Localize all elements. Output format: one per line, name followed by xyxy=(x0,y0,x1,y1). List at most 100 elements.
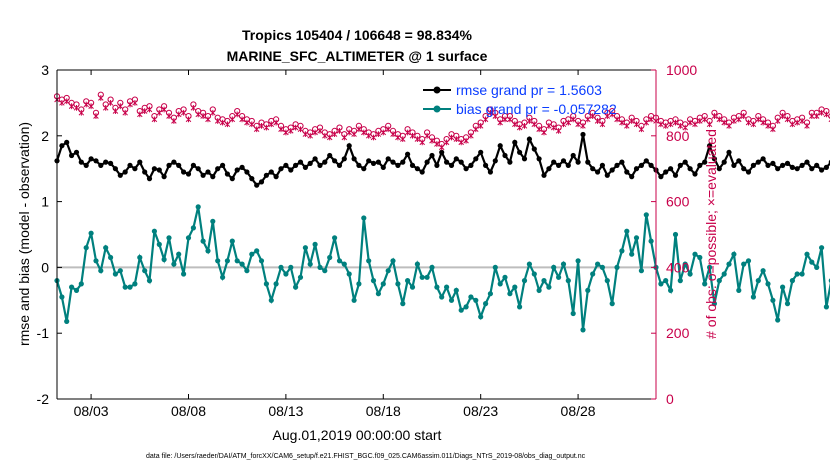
obs-evaluated-point xyxy=(409,132,416,139)
rmse-point xyxy=(210,174,216,180)
rmse-point xyxy=(444,159,450,165)
bias-point xyxy=(156,241,162,247)
rmse-point xyxy=(176,162,182,168)
obs-evaluated-point xyxy=(818,109,825,116)
bias-point xyxy=(336,258,343,264)
x-tick-label: 08/08 xyxy=(171,403,206,419)
bias-point xyxy=(458,307,464,313)
bias-point xyxy=(521,278,528,284)
rmse-point xyxy=(716,166,722,172)
bias-point xyxy=(629,251,635,257)
bias-point xyxy=(760,268,766,274)
rmse-point xyxy=(190,162,196,168)
bias-point xyxy=(565,278,571,284)
obs-evaluated-point xyxy=(638,126,645,133)
bias-point xyxy=(770,297,776,303)
bias-point xyxy=(205,248,211,254)
bias-point xyxy=(200,238,206,244)
bias-point xyxy=(302,245,308,251)
obs-evaluated-point xyxy=(283,129,289,136)
rmse-point xyxy=(224,171,230,177)
bias-point xyxy=(570,310,576,317)
rmse-point xyxy=(521,156,528,162)
legend-label-rmse: rmse grand pr = 1.5603 xyxy=(456,82,602,98)
obs-evaluated-point xyxy=(736,116,742,123)
rmse-point xyxy=(307,160,313,166)
obs-evaluated-point xyxy=(93,113,99,119)
obs-evaluated-point xyxy=(331,131,338,138)
obs-evaluated-point xyxy=(770,126,776,133)
bias-point xyxy=(648,238,654,244)
bias-point xyxy=(356,281,362,287)
obs-evaluated-point xyxy=(667,121,674,128)
y-right-tick-label: 600 xyxy=(666,194,690,210)
rmse-point xyxy=(809,166,815,172)
data-layer xyxy=(53,91,830,333)
rmse-point xyxy=(268,169,274,175)
rmse-point xyxy=(819,167,825,173)
rmse-point xyxy=(531,146,537,152)
x-tick-label: 08/03 xyxy=(74,403,109,419)
bias-point xyxy=(254,248,260,254)
bias-point xyxy=(171,261,177,267)
bias-point xyxy=(127,284,133,290)
bias-point xyxy=(614,264,620,270)
bias-point xyxy=(473,297,479,303)
x-tick-label: 08/13 xyxy=(268,403,303,419)
bias-point xyxy=(322,268,328,274)
bias-point xyxy=(468,294,474,300)
obs-evaluated-point xyxy=(643,119,650,126)
rmse-point xyxy=(185,171,192,177)
bias-point xyxy=(716,278,722,284)
obs-evaluated-point xyxy=(536,126,542,133)
rmse-point xyxy=(731,162,737,168)
bias-point xyxy=(638,268,645,274)
obs-evaluated-point xyxy=(341,134,348,141)
bias-point xyxy=(151,228,157,234)
bias-point xyxy=(351,297,357,303)
rmse-point xyxy=(687,166,693,172)
bias-point xyxy=(249,251,255,257)
obs-evaluated-point xyxy=(385,126,391,133)
bias-point xyxy=(361,215,367,221)
rmse-point xyxy=(478,149,484,155)
obs-evaluated-point xyxy=(809,113,815,119)
bias-point xyxy=(478,314,484,320)
bias-point xyxy=(69,284,75,290)
rmse-point xyxy=(258,179,265,185)
bias-point xyxy=(244,268,250,274)
rmse-point xyxy=(273,174,279,180)
rmse-point xyxy=(794,166,800,172)
rmse-point xyxy=(385,156,391,162)
legend: rmse grand pr = 1.5603 bias grand pr = -… xyxy=(423,82,617,117)
bias-point xyxy=(541,278,547,284)
rmse-point xyxy=(98,162,104,168)
rmse-point xyxy=(541,172,547,178)
bias-point xyxy=(692,251,698,257)
rmse-point xyxy=(799,162,805,168)
obs-evaluated-point xyxy=(356,126,362,133)
rmse-point xyxy=(390,159,396,165)
obs-evaluated-point xyxy=(721,119,727,126)
footnote: data file: /Users/raeder/DAI/ATM_forcXX/… xyxy=(146,453,586,460)
rmse-point xyxy=(590,166,596,172)
rmse-point xyxy=(108,160,114,166)
y-axis-right-ticks: 0 200 400 600 800 1000 xyxy=(651,62,697,407)
rmse-point xyxy=(419,169,425,175)
bias-point xyxy=(307,261,313,267)
rmse-point xyxy=(814,162,820,168)
bias-point xyxy=(390,258,396,264)
bias-point xyxy=(424,274,430,280)
rmse-point xyxy=(166,162,172,168)
rmse-point xyxy=(205,169,211,175)
bias-point xyxy=(707,264,713,270)
y-tick-label: -1 xyxy=(37,325,50,341)
obs-evaluated-point xyxy=(146,106,153,113)
rmse-point xyxy=(633,166,640,172)
obs-evaluated-point xyxy=(711,113,718,119)
obs-evaluated-point xyxy=(789,121,796,128)
rmse-point xyxy=(599,162,606,168)
bias-point xyxy=(419,274,425,280)
bias-point xyxy=(580,327,586,333)
bias-point xyxy=(224,258,230,264)
